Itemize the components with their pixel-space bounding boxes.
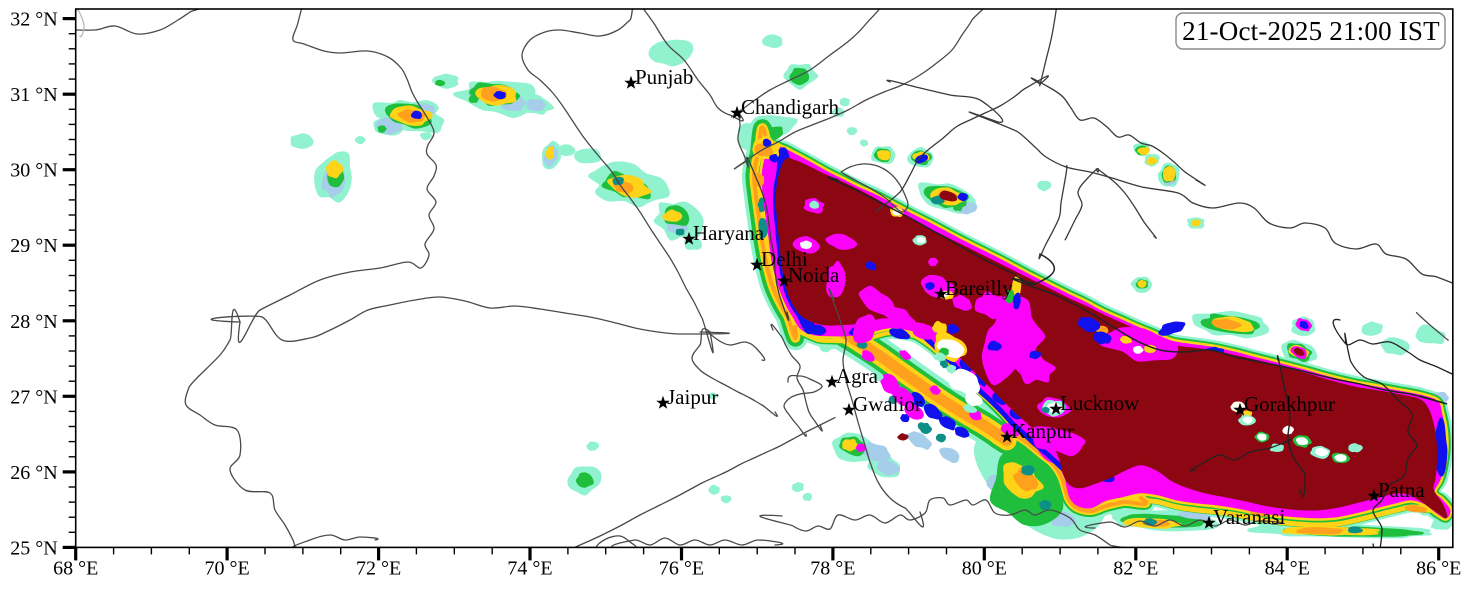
svg-text:30 °N: 30 °N — [10, 160, 57, 182]
svg-text:Noida: Noida — [788, 263, 840, 287]
svg-text:Patna: Patna — [1378, 478, 1425, 502]
svg-text:32 °N: 32 °N — [10, 9, 57, 31]
svg-text:82 °E: 82 °E — [1113, 557, 1158, 579]
svg-text:Bareilly: Bareilly — [945, 276, 1013, 300]
svg-text:68 °E: 68 °E — [53, 557, 98, 579]
svg-text:25 °N: 25 °N — [10, 537, 57, 559]
svg-text:29 °N: 29 °N — [10, 235, 57, 257]
svg-text:76 °E: 76 °E — [659, 557, 704, 579]
svg-text:28 °N: 28 °N — [10, 311, 57, 333]
svg-text:78 °E: 78 °E — [810, 557, 855, 579]
svg-text:86 °E: 86 °E — [1416, 557, 1461, 579]
svg-text:Agra: Agra — [836, 364, 879, 388]
svg-text:74 °E: 74 °E — [507, 557, 552, 579]
svg-text:27 °N: 27 °N — [10, 386, 57, 408]
svg-text:31 °N: 31 °N — [10, 84, 57, 106]
svg-text:Delhi: Delhi — [761, 247, 808, 271]
svg-text:80 °E: 80 °E — [962, 557, 1007, 579]
svg-text:Punjab: Punjab — [635, 65, 693, 89]
svg-text:Chandigarh: Chandigarh — [741, 95, 839, 119]
svg-text:Jaipur: Jaipur — [667, 385, 718, 409]
svg-text:Gwalior: Gwalior — [853, 392, 922, 416]
svg-text:70 °E: 70 °E — [204, 557, 249, 579]
svg-text:Varanasi: Varanasi — [1213, 505, 1285, 529]
svg-text:26 °N: 26 °N — [10, 462, 57, 484]
svg-text:Kanpur: Kanpur — [1011, 419, 1074, 443]
svg-text:Gorakhpur: Gorakhpur — [1244, 392, 1335, 416]
svg-text:Lucknow: Lucknow — [1060, 391, 1140, 415]
svg-text:Haryana: Haryana — [693, 221, 765, 245]
svg-text:72 °E: 72 °E — [356, 557, 401, 579]
svg-text:21-Oct-2025 21:00 IST: 21-Oct-2025 21:00 IST — [1182, 16, 1440, 46]
svg-text:84 °E: 84 °E — [1265, 557, 1310, 579]
